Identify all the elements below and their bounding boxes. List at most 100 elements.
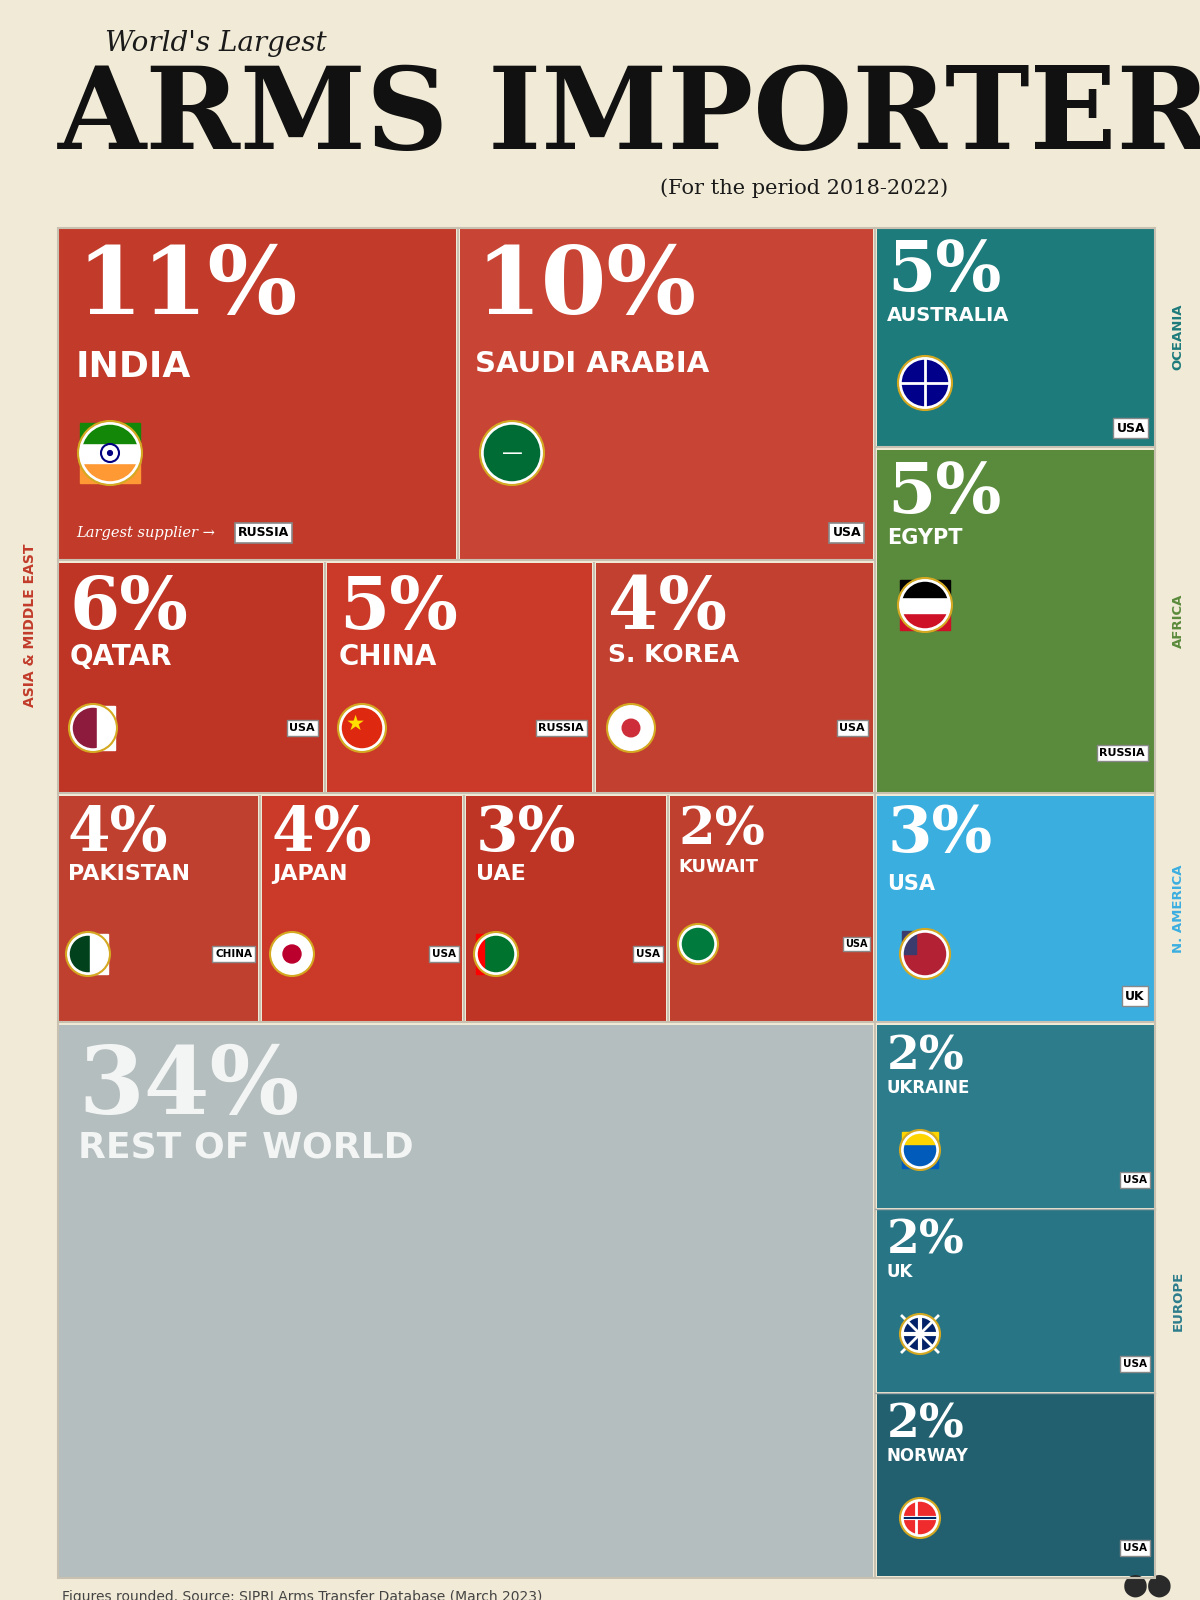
Text: ★: ★ [346,714,365,733]
Text: World's Largest: World's Largest [106,30,326,58]
Text: RUSSIA: RUSSIA [539,723,584,733]
Bar [466,795,666,1022]
Text: ⬤⬤: ⬤⬤ [1123,1574,1172,1597]
Text: USA: USA [1123,1358,1147,1370]
Bar [877,1394,1154,1576]
Bar [596,563,874,794]
Text: 5%: 5% [887,461,1002,526]
Text: UK: UK [1126,989,1145,1003]
Circle shape [108,451,113,456]
Text: 34%: 34% [78,1043,299,1133]
Text: ARMS IMPORTERS: ARMS IMPORTERS [58,62,1200,173]
Text: USA: USA [846,939,868,949]
Circle shape [71,706,115,750]
Bar [902,931,916,954]
Bar [900,579,950,597]
Bar [476,934,484,974]
Bar [902,1155,938,1168]
Circle shape [623,720,640,736]
Text: AUSTRALIA: AUSTRALIA [887,306,1009,325]
Text: 3%: 3% [476,803,577,864]
Circle shape [340,706,384,750]
Bar [900,613,950,630]
Circle shape [902,931,948,978]
Text: N. AMERICA: N. AMERICA [1171,864,1184,954]
Bar [97,706,115,750]
Text: —: — [502,443,522,462]
Bar [877,450,1154,794]
Bar [80,462,140,483]
Bar [58,795,258,1022]
Text: 11%: 11% [76,243,298,333]
Text: QATAR: QATAR [70,643,173,670]
Text: NORWAY: NORWAY [887,1446,968,1466]
Circle shape [68,934,108,974]
Text: 10%: 10% [475,243,696,333]
Circle shape [283,946,301,963]
Text: 4%: 4% [272,803,373,864]
Bar [90,934,108,974]
Text: 2%: 2% [887,1402,965,1446]
Bar [900,597,950,613]
Circle shape [482,422,542,483]
Bar [670,795,874,1022]
Text: USA: USA [1116,421,1145,435]
Text: USA: USA [833,526,862,539]
Bar [58,227,1154,1578]
Text: 2%: 2% [678,803,764,854]
Circle shape [610,706,653,750]
Text: RUSSIA: RUSSIA [1099,749,1145,758]
Circle shape [476,934,516,974]
Bar [80,443,140,462]
Bar [877,1210,1154,1392]
Text: INDIA: INDIA [76,350,191,384]
Text: Largest supplier →: Largest supplier → [76,526,215,541]
Text: UK: UK [887,1262,913,1282]
Bar [80,422,140,443]
Text: 2%: 2% [887,1034,965,1078]
Text: USA: USA [1123,1174,1147,1186]
Circle shape [680,926,716,962]
Circle shape [80,422,140,483]
Text: PAKISTAN: PAKISTAN [68,864,190,883]
Bar [262,795,462,1022]
Text: (For the period 2018-2022): (For the period 2018-2022) [660,178,948,198]
Bar [877,227,1154,446]
Text: UKRAINE: UKRAINE [887,1078,971,1098]
Text: USA: USA [1123,1542,1147,1554]
Circle shape [902,1315,938,1352]
Text: AFRICA: AFRICA [1171,594,1184,648]
Text: USA: USA [636,949,660,958]
Bar [877,1026,1154,1208]
Circle shape [900,358,950,408]
Circle shape [902,1133,938,1168]
Circle shape [902,1501,938,1536]
Text: 3%: 3% [887,803,992,866]
Text: KUWAIT: KUWAIT [678,858,758,877]
Text: SAUDI ARABIA: SAUDI ARABIA [475,350,709,378]
Text: CHINA: CHINA [215,949,252,958]
Text: USA: USA [887,874,935,894]
Text: EGYPT: EGYPT [887,528,962,547]
Text: CHINA: CHINA [340,643,437,670]
Circle shape [900,579,950,630]
Text: REST OF WORLD: REST OF WORLD [78,1130,414,1165]
Bar [58,227,456,560]
Text: Figures rounded. Source: SIPRI Arms Transfer Database (March 2023): Figures rounded. Source: SIPRI Arms Tran… [62,1590,542,1600]
Text: 6%: 6% [70,573,188,643]
Text: EUROPE: EUROPE [1171,1270,1184,1331]
Text: ASIA & MIDDLE EAST: ASIA & MIDDLE EAST [23,544,37,707]
Text: USA: USA [289,723,314,733]
Text: 5%: 5% [887,238,1002,306]
Text: 5%: 5% [340,573,458,643]
Text: 4%: 4% [68,803,169,864]
Text: USA: USA [839,723,865,733]
Text: UAE: UAE [476,864,526,883]
Bar [326,563,592,794]
Bar [58,563,323,794]
Text: 2%: 2% [887,1218,965,1262]
Text: S. KOREA: S. KOREA [608,643,739,667]
Text: RUSSIA: RUSSIA [238,526,289,539]
Circle shape [272,934,312,974]
Bar [58,1026,874,1578]
